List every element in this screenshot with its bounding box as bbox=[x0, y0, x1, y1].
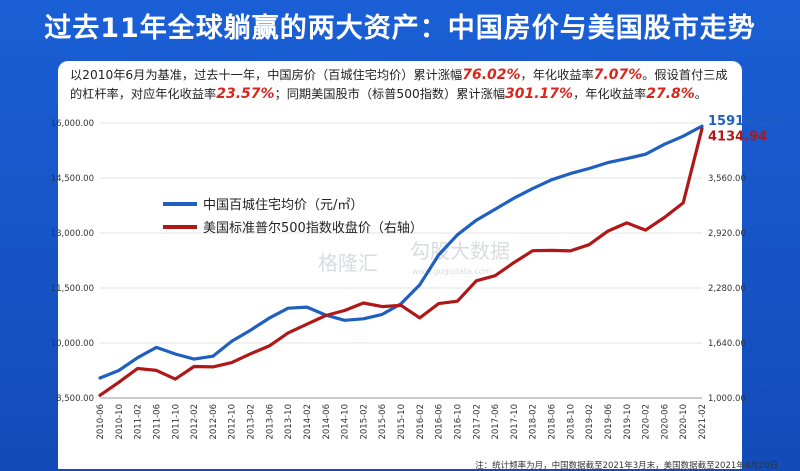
desc-line2-c: ，年化收益率 bbox=[573, 87, 647, 101]
chart-card bbox=[58, 61, 742, 469]
left-tick-label: 16,000.00 bbox=[51, 119, 94, 129]
x-tick-label: 2010-06 bbox=[96, 404, 106, 440]
left-tick-label: 8,500.00 bbox=[56, 394, 94, 404]
x-tick-label: 2011-02 bbox=[134, 404, 144, 440]
x-tick-label: 2018-06 bbox=[548, 404, 558, 440]
right-tick-label: 1,000.00 bbox=[708, 394, 746, 404]
x-tick-label: 2019-10 bbox=[623, 404, 633, 440]
left-tick-label: 14,500.00 bbox=[51, 174, 94, 184]
sp500-end-label: 4134.94 bbox=[708, 130, 767, 145]
right-tick-label: 1,640.00 bbox=[708, 339, 746, 349]
desc-line2-a: 的杠杆率，对应年化收益率 bbox=[70, 87, 217, 101]
x-tick-label: 2018-02 bbox=[529, 404, 539, 440]
leveraged-return: 23.57% bbox=[216, 86, 275, 102]
x-tick-label: 2015-02 bbox=[359, 404, 369, 440]
cum-growth-housing: 76.02% bbox=[462, 67, 521, 83]
x-tick-label: 2021-02 bbox=[698, 404, 708, 440]
x-tick-label: 2013-02 bbox=[247, 404, 257, 440]
x-tick-label: 2013-06 bbox=[265, 404, 275, 440]
legend-entry: 中国百城住宅均价（元/㎡） bbox=[203, 198, 363, 213]
desc-line1-a: 以2010年6月为基准，过去十一年，中国房价（百城住宅均价）累计涨幅 bbox=[70, 68, 463, 82]
annual-return-housing: 7.07% bbox=[593, 67, 643, 83]
annual-return-sp500: 27.8% bbox=[646, 86, 695, 102]
desc-line1-b: ，年化收益率 bbox=[520, 68, 594, 82]
desc-line1-c: 。假设首付三成 bbox=[642, 68, 728, 82]
x-tick-label: 2015-06 bbox=[378, 404, 388, 440]
x-tick-label: 2012-10 bbox=[228, 404, 238, 440]
watermark-brand-2: 勾股大数据 bbox=[410, 239, 510, 263]
x-tick-label: 2014-06 bbox=[322, 404, 332, 440]
watermark-brand: 格隆汇 bbox=[318, 251, 378, 275]
left-tick-label: 11,500.00 bbox=[51, 284, 94, 294]
x-tick-label: 2012-06 bbox=[209, 404, 219, 440]
page-title: 过去11年全球躺赢的两大资产：中国房价与美国股市走势 bbox=[44, 13, 756, 44]
x-tick-label: 2018-10 bbox=[566, 404, 576, 440]
x-tick-label: 2020-06 bbox=[660, 404, 670, 440]
x-tick-label: 2020-02 bbox=[642, 404, 652, 440]
x-tick-label: 2016-10 bbox=[453, 404, 463, 440]
right-tick-label: 3,560.00 bbox=[708, 174, 746, 184]
left-tick-label: 13,000.00 bbox=[51, 229, 94, 239]
x-tick-label: 2014-10 bbox=[341, 404, 351, 440]
right-tick-label: 2,920.00 bbox=[708, 229, 746, 239]
watermark-url: www.gugudata.com bbox=[412, 267, 492, 276]
x-tick-label: 2013-10 bbox=[284, 404, 294, 440]
x-tick-label: 2016-06 bbox=[435, 404, 445, 440]
x-tick-label: 2014-02 bbox=[303, 404, 313, 440]
x-tick-label: 2017-02 bbox=[472, 404, 482, 440]
legend-entry: 美国标准普尔500指数收盘价（右轴） bbox=[203, 220, 423, 236]
description-text: 以2010年6月为基准，过去十一年，中国房价（百城住宅均价）累计涨幅76.02%… bbox=[70, 66, 730, 104]
cum-growth-sp500: 301.17% bbox=[505, 86, 574, 102]
x-tick-label: 2017-10 bbox=[510, 404, 520, 440]
x-tick-label: 2016-02 bbox=[416, 404, 426, 440]
x-tick-label: 2012-02 bbox=[190, 404, 200, 440]
desc-line2-b: ；同期美国股市（标普500指数）累计涨幅 bbox=[274, 87, 506, 101]
x-tick-label: 2019-06 bbox=[604, 404, 614, 440]
x-tick-label: 2015-10 bbox=[397, 404, 407, 440]
footnote: 注：统计频率为月，中国数据截至2021年3月末，美国数据截至2021年4月20日 bbox=[475, 461, 778, 471]
left-tick-label: 10,000.00 bbox=[51, 339, 94, 349]
right-tick-label: 2,280.00 bbox=[708, 284, 746, 294]
x-tick-label: 2011-10 bbox=[171, 404, 181, 440]
x-tick-label: 2017-06 bbox=[491, 404, 501, 440]
x-tick-label: 2010-10 bbox=[115, 404, 125, 440]
x-tick-label: 2020-10 bbox=[679, 404, 689, 440]
desc-line2-d: 。 bbox=[694, 87, 707, 101]
sp500-line bbox=[98, 127, 704, 397]
x-tick-label: 2011-06 bbox=[152, 404, 162, 440]
housing-price-line bbox=[98, 124, 704, 380]
housing-end-label: 15916元/㎡ bbox=[708, 113, 784, 129]
x-tick-label: 2019-02 bbox=[585, 404, 595, 440]
